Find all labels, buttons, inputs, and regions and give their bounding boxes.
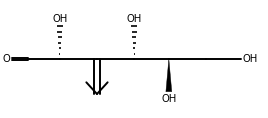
Polygon shape [166, 59, 172, 92]
Text: O: O [3, 54, 10, 64]
Text: OH: OH [242, 54, 257, 64]
Text: OH: OH [126, 14, 142, 24]
Text: OH: OH [161, 94, 176, 104]
Text: OH: OH [52, 14, 67, 24]
